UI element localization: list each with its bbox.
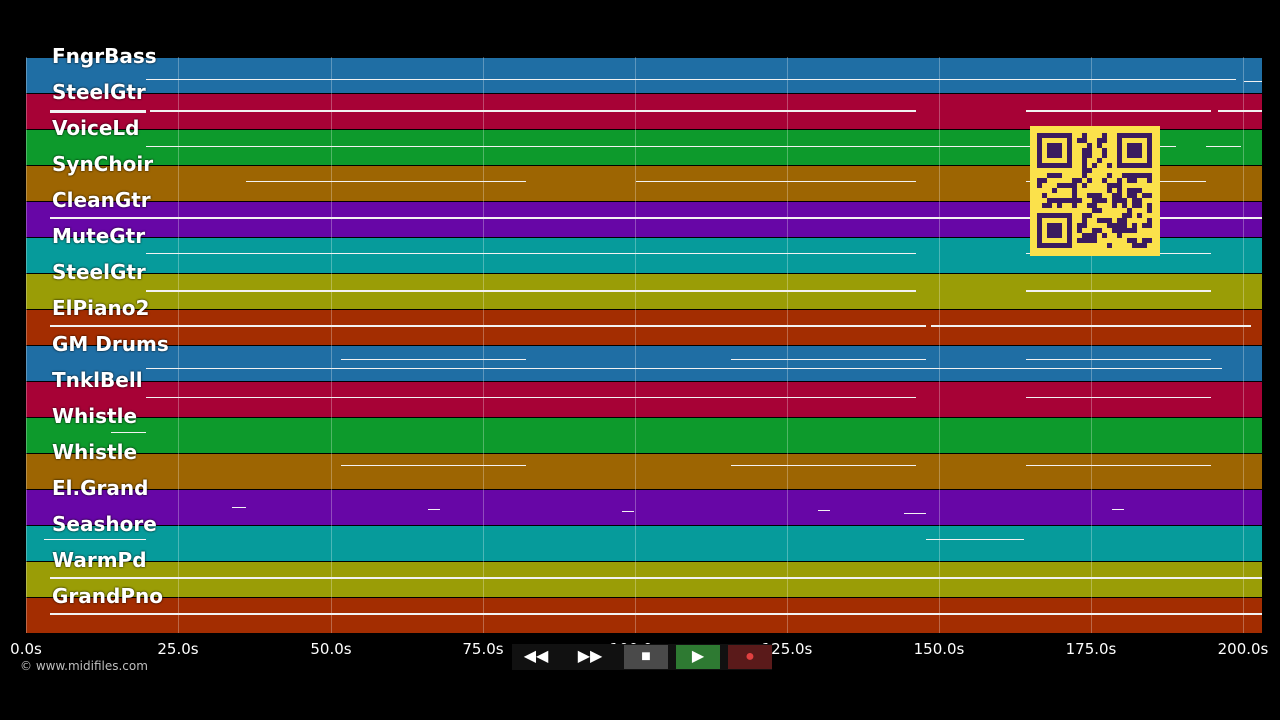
time-tick-label: 200.0s: [1217, 640, 1269, 658]
note-bar: [1112, 509, 1124, 510]
track-label: WarmPd: [52, 548, 147, 572]
note-bar: [428, 509, 440, 510]
note-bar: [341, 465, 526, 466]
track-lane: [26, 489, 1262, 525]
track-label: GM Drums: [52, 332, 169, 356]
track-label: ElPiano2: [52, 296, 150, 320]
gridline: [178, 57, 179, 633]
note-bar: [146, 290, 916, 292]
track-lane: [26, 453, 1262, 489]
track-label: El.Grand: [52, 476, 149, 500]
note-bar: [1026, 290, 1211, 292]
track-label: TnklBell: [52, 368, 143, 392]
note-bar: [622, 511, 634, 512]
note-bar: [731, 465, 916, 466]
note-bar: [146, 397, 916, 398]
note-bar: [111, 432, 146, 433]
note-bar: [150, 110, 916, 112]
track-lane: [26, 561, 1262, 597]
rewind-button[interactable]: ◀◀: [514, 645, 558, 669]
track-label: FngrBass: [52, 44, 157, 68]
track-label: VoiceLd: [52, 116, 140, 140]
note-bar: [636, 181, 916, 182]
note-bar: [1026, 359, 1211, 360]
track-lane: [26, 597, 1262, 633]
gridline: [331, 57, 332, 633]
track-lane: [26, 309, 1262, 345]
note-bar: [1206, 146, 1241, 147]
track-label: Seashore: [52, 512, 157, 536]
time-tick-label: 125.0s: [761, 640, 813, 658]
note-bar: [1026, 465, 1211, 466]
note-bar: [50, 110, 146, 113]
note-bar: [146, 253, 916, 254]
gridline: [1243, 57, 1244, 633]
stop-button[interactable]: ■: [624, 645, 668, 669]
note-bar: [246, 181, 526, 182]
copyright-credit: © www.midifiles.com: [20, 659, 148, 673]
track-label: SynChoir: [52, 152, 154, 176]
note-bar: [904, 513, 926, 514]
track-lane: [26, 381, 1262, 417]
gridline: [635, 57, 636, 633]
note-bar: [146, 368, 1222, 369]
record-button[interactable]: ●: [728, 645, 772, 669]
note-bar: [1026, 110, 1211, 112]
note-bar: [232, 507, 246, 508]
transport-controls: ◀◀ ▶▶ ■ ▶ ●: [512, 644, 772, 670]
note-bar: [926, 539, 1024, 540]
gridline: [939, 57, 940, 633]
track-lane: [26, 345, 1262, 381]
track-label: SteelGtr: [52, 260, 146, 284]
gridline: [1091, 57, 1092, 633]
track-label: CleanGtr: [52, 188, 151, 212]
time-tick-label: 0.0s: [10, 640, 42, 658]
note-bar: [1218, 110, 1262, 112]
note-bar: [341, 359, 526, 360]
note-bar: [44, 539, 146, 540]
track-lane: [26, 417, 1262, 453]
time-tick-label: 50.0s: [310, 640, 352, 658]
track-lane: [26, 57, 1262, 93]
note-bar: [931, 325, 1251, 327]
time-tick-label: 175.0s: [1065, 640, 1117, 658]
fast-forward-button[interactable]: ▶▶: [568, 645, 612, 669]
track-label: SteelGtr: [52, 80, 146, 104]
time-tick-label: 150.0s: [913, 640, 965, 658]
qr-code-image: [1030, 126, 1160, 256]
note-bar: [1026, 397, 1211, 398]
track-lane: [26, 525, 1262, 561]
note-bar: [50, 325, 926, 327]
play-button[interactable]: ▶: [676, 645, 720, 669]
note-bar: [1244, 81, 1262, 82]
gridline: [26, 57, 27, 633]
note-bar: [50, 613, 1262, 615]
note-bar: [50, 577, 1262, 579]
track-label: MuteGtr: [52, 224, 146, 248]
time-tick-label: 75.0s: [462, 640, 504, 658]
note-bar: [146, 146, 1176, 147]
track-label: GrandPno: [52, 584, 163, 608]
track-label: Whistle: [52, 404, 138, 428]
note-bar: [818, 510, 830, 511]
note-bar: [146, 79, 1236, 80]
qr-pattern: [1037, 133, 1152, 248]
note-bar: [731, 359, 926, 360]
track-label: Whistle: [52, 440, 138, 464]
gridline: [787, 57, 788, 633]
gridline: [483, 57, 484, 633]
note-bar: [50, 217, 1262, 219]
time-tick-label: 25.0s: [157, 640, 199, 658]
